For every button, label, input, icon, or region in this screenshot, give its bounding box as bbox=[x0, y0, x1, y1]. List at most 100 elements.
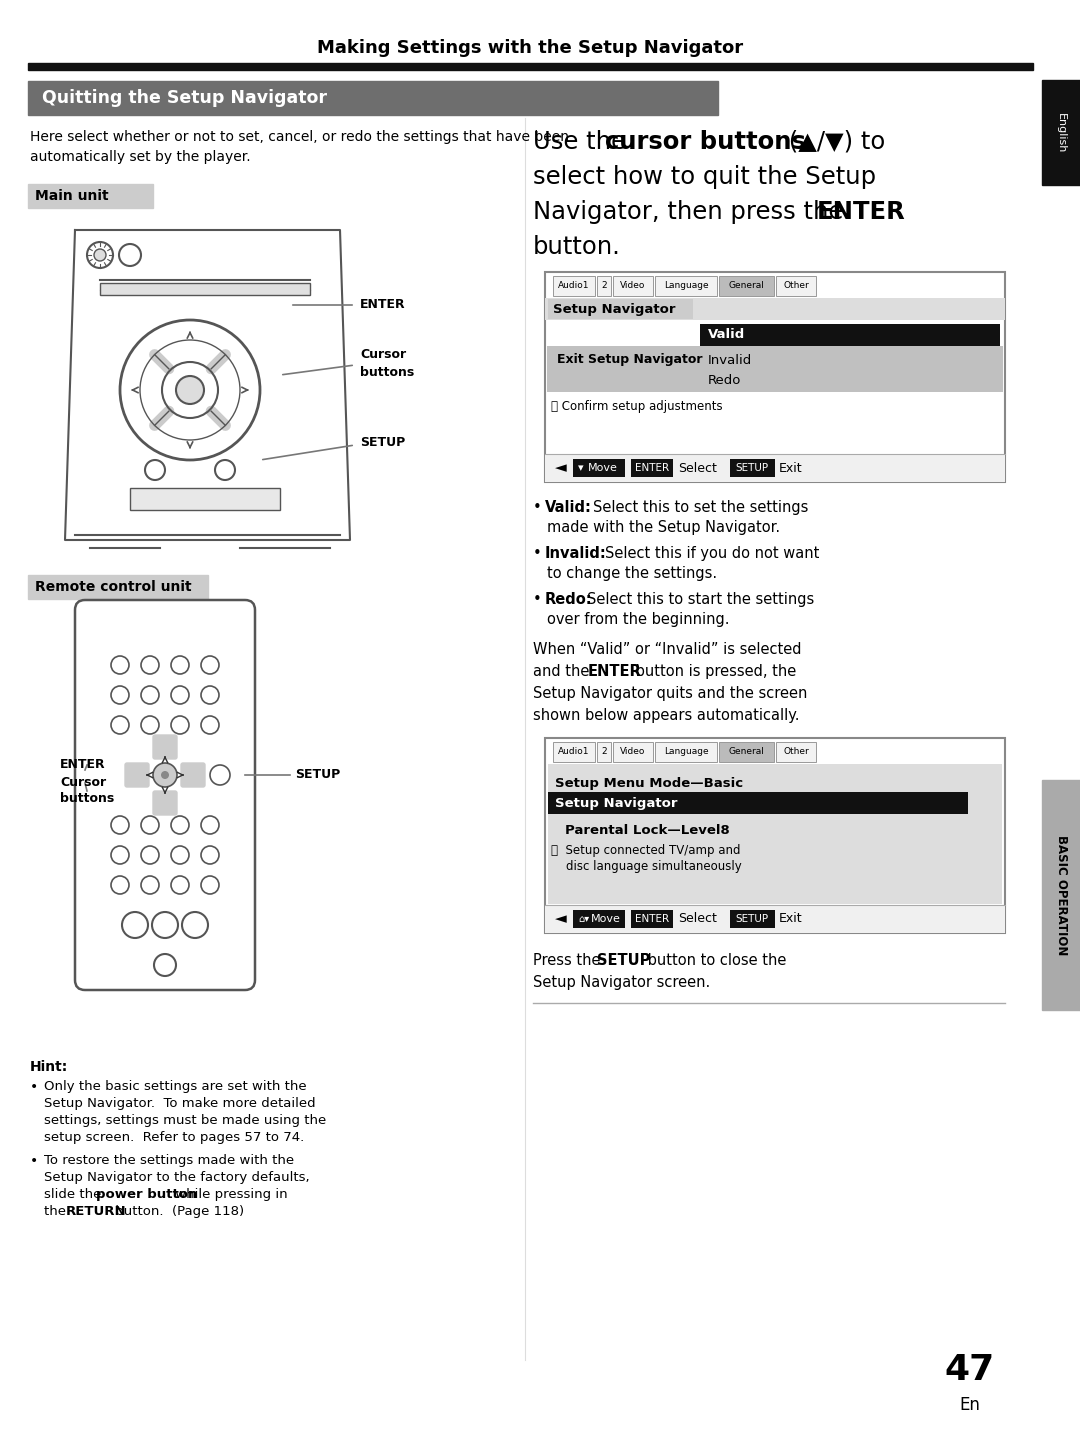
Text: disc language simultaneously: disc language simultaneously bbox=[551, 860, 742, 873]
Bar bbox=[548, 298, 693, 319]
Bar bbox=[553, 741, 595, 762]
Text: ENTER: ENTER bbox=[60, 759, 106, 772]
Text: buttons: buttons bbox=[360, 366, 415, 379]
Text: Setup Navigator quits and the screen: Setup Navigator quits and the screen bbox=[534, 686, 808, 701]
Bar bbox=[613, 277, 653, 295]
Bar bbox=[548, 765, 1002, 904]
Circle shape bbox=[153, 763, 177, 788]
Text: Setup Menu Mode—Basic: Setup Menu Mode—Basic bbox=[555, 778, 743, 791]
Text: Move: Move bbox=[591, 914, 621, 924]
Circle shape bbox=[94, 249, 106, 261]
Text: over from the beginning.: over from the beginning. bbox=[546, 613, 729, 627]
Text: Audio1: Audio1 bbox=[558, 747, 590, 756]
Text: buttons: buttons bbox=[60, 792, 114, 805]
FancyBboxPatch shape bbox=[153, 736, 177, 759]
FancyBboxPatch shape bbox=[181, 763, 205, 788]
Text: ENTER: ENTER bbox=[588, 665, 642, 679]
Text: Setup Navigator: Setup Navigator bbox=[553, 303, 675, 316]
Text: BASIC OPERATION: BASIC OPERATION bbox=[1054, 835, 1067, 956]
Text: •: • bbox=[30, 1154, 38, 1169]
Text: General: General bbox=[729, 281, 765, 291]
Text: Parental Lock—Level8: Parental Lock—Level8 bbox=[565, 824, 730, 837]
Text: ENTER: ENTER bbox=[360, 298, 406, 311]
Text: Select: Select bbox=[678, 462, 717, 475]
Text: Language: Language bbox=[664, 747, 708, 756]
Text: Setup Navigator to the factory defaults,: Setup Navigator to the factory defaults, bbox=[44, 1171, 310, 1184]
Text: to change the settings.: to change the settings. bbox=[546, 566, 717, 581]
Circle shape bbox=[161, 770, 168, 779]
FancyBboxPatch shape bbox=[75, 599, 255, 990]
Bar bbox=[28, 184, 153, 209]
Text: ⌂▾: ⌂▾ bbox=[578, 914, 589, 924]
Text: Setup Navigator.  To make more detailed: Setup Navigator. To make more detailed bbox=[44, 1098, 315, 1111]
Bar bbox=[631, 459, 673, 476]
Bar bbox=[719, 277, 774, 295]
Text: Redo: Redo bbox=[708, 374, 741, 387]
Text: English: English bbox=[1056, 113, 1066, 153]
Text: Making Settings with the Setup Navigator: Making Settings with the Setup Navigator bbox=[316, 39, 743, 56]
Text: Select: Select bbox=[678, 912, 717, 925]
Text: SETUP: SETUP bbox=[597, 953, 650, 969]
Text: Remote control unit: Remote control unit bbox=[35, 581, 191, 594]
Bar bbox=[597, 741, 611, 762]
Text: while pressing in: while pressing in bbox=[171, 1187, 287, 1200]
Text: settings, settings must be made using the: settings, settings must be made using th… bbox=[44, 1114, 326, 1127]
Text: Hint:: Hint: bbox=[30, 1060, 68, 1074]
Text: shown below appears automatically.: shown below appears automatically. bbox=[534, 708, 799, 723]
Bar bbox=[28, 575, 208, 599]
Text: ◄: ◄ bbox=[555, 460, 567, 475]
Text: Press the: Press the bbox=[534, 953, 605, 969]
Text: slide the: slide the bbox=[44, 1187, 106, 1200]
Text: Video: Video bbox=[620, 281, 646, 291]
Text: Exit Setup Navigator: Exit Setup Navigator bbox=[557, 353, 703, 366]
Text: Select this to start the settings: Select this to start the settings bbox=[588, 592, 814, 607]
Bar bbox=[730, 909, 775, 928]
Text: Select this if you do not want: Select this if you do not want bbox=[605, 546, 820, 560]
Text: Setup Navigator: Setup Navigator bbox=[555, 796, 677, 809]
Bar bbox=[597, 277, 611, 295]
Text: SETUP: SETUP bbox=[295, 769, 340, 782]
Text: select how to quit the Setup: select how to quit the Setup bbox=[534, 165, 876, 190]
Polygon shape bbox=[65, 230, 350, 540]
Text: Audio1: Audio1 bbox=[558, 281, 590, 291]
Text: 2: 2 bbox=[602, 747, 607, 756]
Bar bbox=[545, 905, 1005, 933]
Bar bbox=[777, 277, 816, 295]
Bar bbox=[100, 282, 310, 295]
Bar bbox=[654, 741, 717, 762]
Bar bbox=[719, 741, 774, 762]
Text: ⓘ Confirm setup adjustments: ⓘ Confirm setup adjustments bbox=[551, 400, 723, 413]
Text: (▲/▼) to: (▲/▼) to bbox=[781, 130, 886, 153]
Bar bbox=[1042, 80, 1080, 185]
Text: •: • bbox=[534, 546, 542, 560]
Text: •: • bbox=[30, 1080, 38, 1095]
Text: Here select whether or not to set, cancel, or redo the settings that have been: Here select whether or not to set, cance… bbox=[30, 130, 569, 143]
Text: •: • bbox=[534, 592, 542, 607]
Text: ENTER: ENTER bbox=[635, 463, 670, 473]
Bar bbox=[700, 324, 1000, 346]
Text: automatically set by the player.: automatically set by the player. bbox=[30, 151, 251, 164]
Text: SETUP: SETUP bbox=[735, 463, 769, 473]
Bar bbox=[545, 272, 1005, 482]
Text: button to close the: button to close the bbox=[643, 953, 786, 969]
Text: Exit: Exit bbox=[779, 462, 802, 475]
Text: ▾: ▾ bbox=[578, 463, 583, 473]
Bar bbox=[631, 909, 673, 928]
Text: Move: Move bbox=[588, 463, 618, 473]
Text: Redo:: Redo: bbox=[545, 592, 593, 607]
Text: button is pressed, the: button is pressed, the bbox=[631, 665, 796, 679]
Text: Cursor: Cursor bbox=[60, 776, 106, 789]
Bar bbox=[573, 909, 625, 928]
Text: Use the: Use the bbox=[534, 130, 634, 153]
Text: button.  (Page 118): button. (Page 118) bbox=[111, 1205, 244, 1218]
Text: Language: Language bbox=[664, 281, 708, 291]
Text: Valid: Valid bbox=[708, 329, 745, 342]
Text: ENTER: ENTER bbox=[816, 200, 906, 224]
Text: Select this to set the settings: Select this to set the settings bbox=[593, 500, 808, 515]
Bar bbox=[548, 792, 968, 814]
Text: cursor buttons: cursor buttons bbox=[605, 130, 806, 153]
Text: When “Valid” or “Invalid” is selected: When “Valid” or “Invalid” is selected bbox=[534, 641, 801, 657]
Text: power button: power button bbox=[96, 1187, 198, 1200]
Circle shape bbox=[176, 376, 204, 404]
Text: setup screen.  Refer to pages 57 to 74.: setup screen. Refer to pages 57 to 74. bbox=[44, 1131, 305, 1144]
